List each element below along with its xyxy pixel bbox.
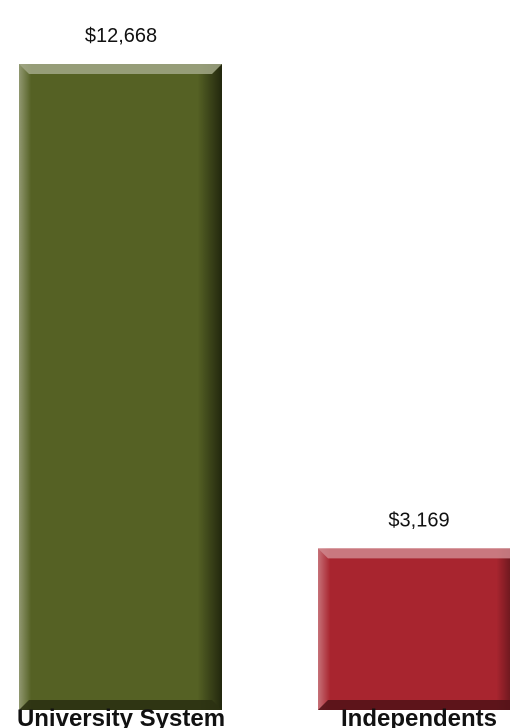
value-labels-group: $12,668 $3,169 (85, 25, 450, 531)
bar-university-system (19, 64, 222, 710)
category-labels-group: University System Independents (17, 705, 497, 728)
bar-top-bevel (318, 548, 510, 559)
bar-bottom-bevel (19, 700, 222, 710)
category-label: University System (17, 705, 225, 728)
data-label: $3,169 (388, 509, 449, 531)
bars-group (19, 64, 510, 710)
bar-bottom-bevel (318, 700, 510, 710)
bar-top-bevel (19, 64, 222, 74)
bar-independents (318, 548, 510, 710)
category-label: Independents (341, 705, 497, 728)
data-label: $12,668 (85, 25, 157, 47)
